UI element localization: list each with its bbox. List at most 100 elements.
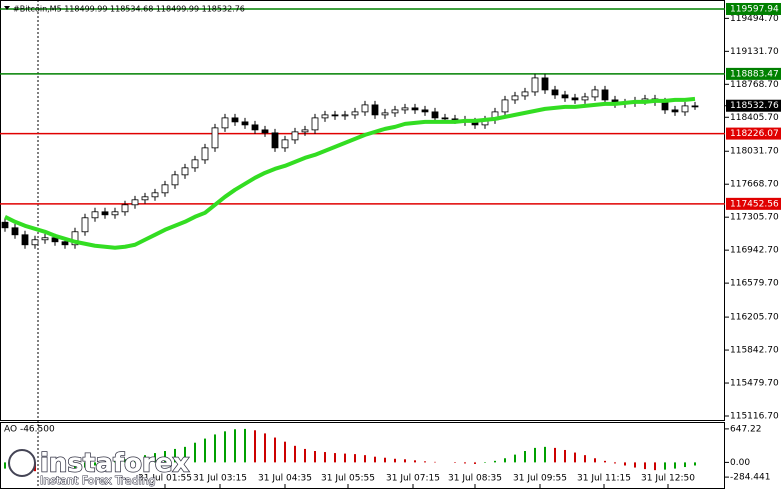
level-label: 117452.56 (730, 199, 779, 209)
candle-body (401, 107, 409, 111)
level-tag (726, 2, 781, 15)
candle-body (71, 231, 79, 246)
candle-body (551, 89, 559, 96)
candle-body (61, 241, 69, 246)
brand: instaforex (40, 449, 190, 479)
candle-body (411, 107, 419, 111)
candle-body (421, 109, 429, 113)
ao-panel (0, 422, 725, 489)
ao-title: AO -46.500 (4, 425, 55, 435)
x-tick-label: 31 Jul 12:50 (641, 474, 695, 484)
candle-body (371, 104, 379, 116)
y-tick-label: 117305.70 (730, 213, 779, 223)
candle-body (281, 139, 289, 149)
main-panel (0, 0, 725, 421)
price-tag (726, 99, 781, 112)
candle-body (261, 129, 269, 134)
y-tick-label: 118405.70 (730, 113, 779, 123)
candle-body (501, 99, 509, 113)
candle-body (31, 239, 39, 246)
candle-body (291, 131, 299, 141)
x-tick-label: 31 Jul 11:15 (577, 474, 631, 484)
candle-body (91, 211, 99, 219)
candle-body (561, 94, 569, 99)
level-label: 119597.94 (730, 4, 779, 14)
candle-body (81, 217, 89, 233)
y-tick-label: 118768.70 (730, 80, 779, 90)
candle-body (201, 147, 209, 161)
y-tick-label: 115116.70 (730, 412, 779, 422)
candle-body (321, 114, 329, 119)
candle-body (21, 234, 29, 246)
y-tick-label: 116942.70 (730, 246, 779, 256)
candle-body (571, 97, 579, 101)
level-tag (726, 127, 781, 140)
candle-body (41, 237, 49, 241)
candle-body (521, 91, 529, 97)
candle-body (121, 204, 129, 213)
candle-body (151, 192, 159, 198)
candle-body (271, 132, 279, 149)
moving-average (4, 96, 696, 250)
menu-arrow (4, 6, 10, 10)
candle-body (211, 127, 219, 149)
candle-body (311, 117, 319, 131)
level-tag (726, 197, 781, 210)
x-tick-label: 31 Jul 04:35 (258, 474, 312, 484)
header: #Bitcoin,M5 118499.99 118534.68 118499.9… (13, 5, 245, 14)
x-tick-label: 31 Jul 07:15 (386, 474, 440, 484)
candle-body (231, 117, 239, 123)
candle-body (661, 101, 669, 111)
y-tick-label: -284.441 (730, 473, 770, 483)
y-tick-label: 117668.70 (730, 180, 779, 190)
candle-body (251, 124, 259, 131)
candle-body (441, 117, 449, 120)
candle-body (351, 111, 359, 116)
price-label: 118532.76 (730, 101, 779, 111)
candle-body (11, 227, 19, 236)
candle-body (161, 184, 169, 194)
candle-body (331, 114, 339, 117)
y-tick-label: 116579.70 (730, 279, 779, 289)
candle-body (391, 109, 399, 114)
candle-body (101, 211, 109, 216)
candle-body (671, 109, 679, 113)
candle-body (241, 121, 249, 126)
x-tick-label: 31 Jul 09:55 (513, 474, 567, 484)
x-tick-label: 31 Jul 01:55 (138, 474, 192, 484)
candle-body (691, 105, 699, 108)
logo-icon (8, 449, 36, 477)
candle-body (381, 112, 389, 116)
candle-body (431, 111, 439, 119)
candle-body (581, 96, 589, 101)
x-tick-label: 31 Jul 05:55 (321, 474, 375, 484)
candle-body (191, 159, 199, 169)
candle-body (301, 129, 309, 133)
level-label: 118226.07 (730, 129, 779, 139)
y-tick-label: 115479.70 (730, 379, 779, 389)
y-tick-label: 115842.70 (730, 346, 779, 356)
candle-body (601, 89, 609, 101)
y-tick-label: 647.22 (730, 424, 762, 434)
candle-body (591, 89, 599, 98)
y-tick-label: 118031.70 (730, 147, 779, 157)
candle-body (341, 114, 349, 117)
x-tick-label: 31 Jul 08:35 (448, 474, 502, 484)
y-tick-label: 116205.70 (730, 313, 779, 323)
candle-body (221, 117, 229, 129)
y-tick-label: 0.00 (730, 458, 750, 468)
candle-body (531, 77, 539, 93)
candle-body (111, 211, 119, 216)
watermark: instaforex Instant Forex Trading (8, 448, 190, 488)
candle-body (681, 105, 689, 113)
candle-body (1, 221, 9, 229)
level-tag (726, 67, 781, 80)
candle-body (541, 77, 549, 91)
candle-body (141, 196, 149, 201)
level-label: 118883.47 (730, 69, 779, 79)
tagline: Instant Forex Trading (40, 474, 156, 487)
candle-body (361, 104, 369, 113)
y-tick-label: 119494.70 (730, 14, 779, 24)
